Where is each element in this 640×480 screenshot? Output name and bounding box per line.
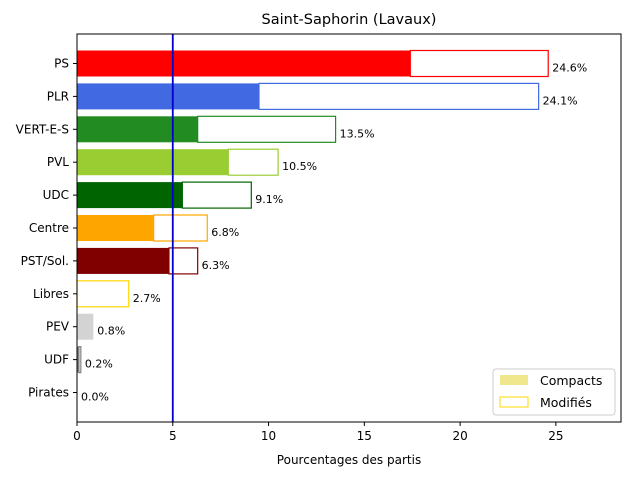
bar-modifies xyxy=(197,115,337,143)
bar-compacts xyxy=(77,313,94,340)
y-tick-label: PS xyxy=(54,57,69,71)
x-axis-label: Pourcentages des partis xyxy=(277,453,421,467)
legend-label-compacts: Compacts xyxy=(540,373,602,388)
bar-value-label: 0.2% xyxy=(85,358,113,371)
plot-frame xyxy=(76,33,622,423)
bar-compacts xyxy=(77,83,259,110)
legend-swatch-modifies xyxy=(499,396,529,408)
legend: Compacts Modifiés xyxy=(492,368,616,416)
bar-modifies xyxy=(181,181,252,209)
plot-area: 24.6% PS 24.1% PLR 13.5% VERT-E-S 10.5% PVL 9.1%… xyxy=(16,33,622,443)
x-tick-label: 20 xyxy=(452,429,467,443)
bar-value-label: 0.0% xyxy=(81,391,109,404)
bar-modifies xyxy=(153,214,208,242)
y-tick-label: PST/Sol. xyxy=(21,254,69,268)
bar-value-label: 13.5% xyxy=(340,127,375,140)
y-tick-label: Libres xyxy=(33,287,69,301)
bar-value-label: 6.3% xyxy=(202,259,230,272)
bar-value-label: 2.7% xyxy=(133,292,161,305)
bar-compacts xyxy=(77,50,411,77)
y-tick-label: Pirates xyxy=(28,386,69,400)
bar-compacts xyxy=(77,149,229,176)
legend-label-modifies: Modifiés xyxy=(540,395,592,410)
y-tick-label: UDC xyxy=(43,188,69,202)
bar-modifies xyxy=(409,49,549,78)
bar-compacts xyxy=(77,116,198,143)
x-tick-label: 0 xyxy=(73,429,81,443)
y-tick-label: VERT-E-S xyxy=(16,122,69,136)
bar-compacts xyxy=(77,346,79,373)
bar-modifies xyxy=(227,148,279,176)
bar-value-label: 24.1% xyxy=(543,94,578,107)
bar-modifies xyxy=(78,346,82,374)
y-tick-label: PVL xyxy=(47,155,69,169)
bar-compacts xyxy=(77,247,169,274)
x-tick-label: 15 xyxy=(357,429,372,443)
x-tick-label: 5 xyxy=(169,429,177,443)
y-tick-label: UDF xyxy=(44,353,69,367)
y-tick-label: PLR xyxy=(47,89,69,103)
bar-compacts xyxy=(77,182,183,209)
y-tick-label: Centre xyxy=(29,221,69,235)
chart-title: Saint-Saphorin (Lavaux) xyxy=(262,12,437,28)
x-tick-label: 10 xyxy=(261,429,276,443)
bar-modifies xyxy=(258,82,540,111)
bar-value-label: 9.1% xyxy=(255,193,283,206)
bar-value-label: 6.8% xyxy=(211,226,239,239)
bar-compacts xyxy=(77,215,154,241)
x-tick-label: 25 xyxy=(548,429,563,443)
bar-value-label: 10.5% xyxy=(282,160,317,173)
bar-value-label: 0.8% xyxy=(97,325,125,338)
y-tick-label: PEV xyxy=(46,320,70,334)
bar-value-label: 24.6% xyxy=(552,62,587,75)
legend-swatch-compacts xyxy=(500,375,528,385)
bar-modifies xyxy=(168,247,199,275)
